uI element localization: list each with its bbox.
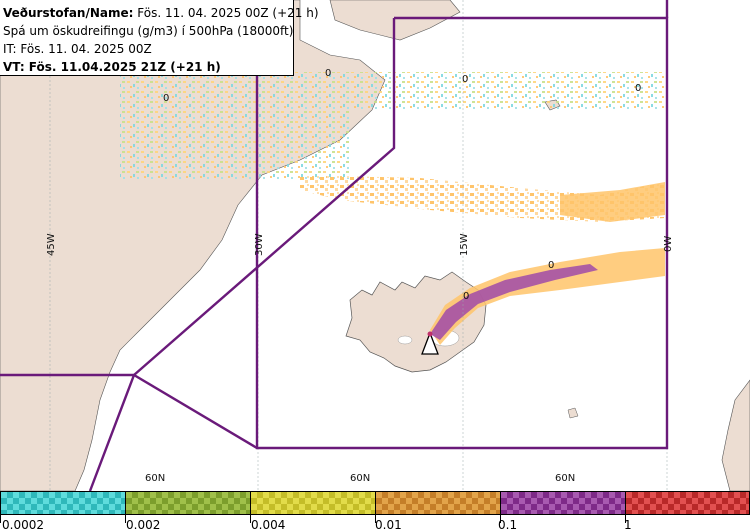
meridian-label-45w: 45W xyxy=(46,233,57,256)
faroe-islands xyxy=(567,407,579,419)
forecast-info-panel: Veðurstofan/Name: Fös. 11. 04. 2025 00Z … xyxy=(0,0,319,76)
legend-swatch-red xyxy=(625,491,750,515)
parallel-label-60n: 60N xyxy=(555,473,575,484)
legend-swatch-green xyxy=(125,491,251,515)
ash-speckle-band-north xyxy=(120,72,665,110)
legend-tick-label: 0.0002 xyxy=(2,518,44,532)
norway-coast xyxy=(721,379,750,491)
legend-tick-label: 0.1 xyxy=(498,518,518,532)
contour-label: 0 xyxy=(462,74,468,85)
name-label: Veðurstofan/Name: xyxy=(3,6,134,20)
ash-plume-mid-core xyxy=(560,182,665,222)
legend-tick-label: 1 xyxy=(624,518,632,532)
issue-time: IT: Fös. 11. 04. 2025 00Z xyxy=(3,42,152,56)
parallel-label-60n: 60N xyxy=(145,473,165,484)
contour-label: 0 xyxy=(635,83,641,94)
volcano-triangle-icon[interactable] xyxy=(421,331,439,355)
legend-tick-label: 0.002 xyxy=(126,518,161,532)
ash-plume-iceland-outer xyxy=(430,248,665,345)
legend-swatch-orange xyxy=(375,491,501,515)
contour-label: 0 xyxy=(548,260,554,271)
concentration-legend: 0.0002 0.002 0.004 0.01 0.1 1 xyxy=(0,491,750,532)
meridian-label-30w: 30W xyxy=(254,233,265,256)
contour-label: 0 xyxy=(325,68,331,79)
name-value: Fös. 11. 04. 2025 00Z (+21 h) xyxy=(137,6,319,20)
meridian-label-15w: 15W xyxy=(459,233,470,256)
product-description: Spá um öskudreifingu (g/m3) í 500hPa (18… xyxy=(3,24,294,38)
legend-tick-label: 0.01 xyxy=(375,518,402,532)
parallel-label-60n: 60N xyxy=(350,473,370,484)
legend-swatch-purple xyxy=(500,491,626,515)
name-row: Veðurstofan/Name: Fös. 11. 04. 2025 00Z … xyxy=(3,4,319,22)
valid-time: VT: Fös. 11.04.2025 21Z (+21 h) xyxy=(3,60,221,74)
advisory-region-border xyxy=(0,0,669,491)
contour-label: 0 xyxy=(463,291,469,302)
iceland-landmass xyxy=(345,271,487,373)
map-canvas[interactable]: 0 0 0 0 0 0 45W 30W 15W 0W 60N 60N 60N xyxy=(0,0,750,491)
legend-swatch-cyan xyxy=(0,491,126,515)
ash-plume-iceland-core xyxy=(430,264,598,340)
contour-label: 0 xyxy=(163,93,169,104)
ash-speckle-band-greenland xyxy=(120,110,350,180)
legend-tick-label: 0.004 xyxy=(251,518,286,532)
glacier-patch-2 xyxy=(397,335,413,345)
meridian-label-0w: 0W xyxy=(663,236,674,252)
legend-swatch-yellow xyxy=(250,491,376,515)
